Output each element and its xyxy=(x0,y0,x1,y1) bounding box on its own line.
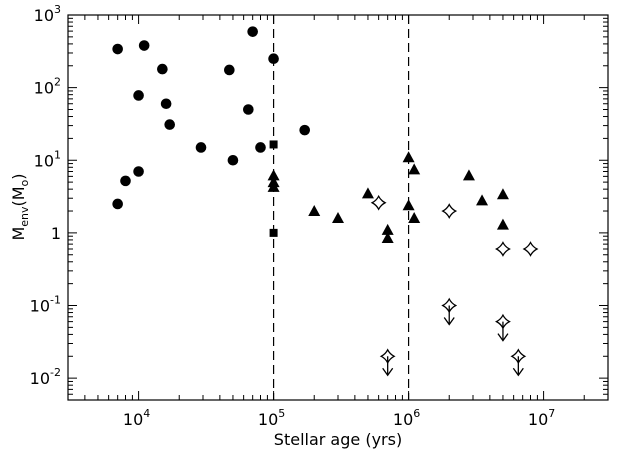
data-point-triangle xyxy=(267,169,280,181)
data-point-circle xyxy=(160,98,172,110)
data-point-circle xyxy=(255,142,266,153)
data-point-triangle xyxy=(402,151,415,163)
data-point-circle xyxy=(112,198,123,210)
upper-limit-arrow-head xyxy=(497,333,509,342)
y-tick-label: 103 xyxy=(34,3,61,25)
data-point-upper-limit xyxy=(379,348,396,377)
data-point-circle xyxy=(164,119,175,130)
data-point-triangle xyxy=(462,169,475,181)
upper-limit-arrow-head xyxy=(443,317,455,326)
data-point-upper-limit xyxy=(495,313,511,342)
upper-limit-arrow-head xyxy=(382,367,394,377)
data-point-upper-limit xyxy=(510,348,527,377)
data-point-square xyxy=(269,228,278,237)
data-point-upper-limit xyxy=(441,297,458,326)
data-points xyxy=(112,26,539,377)
y-tick-label: 1 xyxy=(51,224,61,243)
data-point-triangle xyxy=(308,205,321,217)
data-point-star xyxy=(441,203,458,219)
y-axis-label-base: M xyxy=(9,227,28,241)
data-point-circle xyxy=(120,175,131,187)
y-axis-label-sub2: o xyxy=(18,179,31,186)
y-axis-label: Menv(Mo) xyxy=(9,173,31,240)
data-point-triangle xyxy=(332,212,344,224)
data-point-circle xyxy=(157,63,168,75)
data-point-circle xyxy=(299,124,310,136)
data-point-circle xyxy=(268,53,279,65)
data-point-star xyxy=(522,241,539,257)
data-point-circle xyxy=(247,26,258,37)
y-tick-label: 102 xyxy=(34,76,61,98)
y-tick-label: 101 xyxy=(34,148,61,170)
plot-frame xyxy=(67,14,609,401)
data-point-triangle xyxy=(408,212,421,224)
data-point-circle xyxy=(195,142,207,153)
data-point-star xyxy=(495,241,511,257)
data-point-circle xyxy=(133,166,144,177)
reference-lines xyxy=(272,15,410,400)
data-point-star xyxy=(370,194,387,211)
data-point-triangle xyxy=(381,232,394,244)
x-tick-label: 104 xyxy=(123,407,150,429)
y-tick-label: 10-2 xyxy=(30,366,61,388)
x-tick-label: 106 xyxy=(393,407,420,429)
data-point-triangle xyxy=(476,194,489,206)
y-axis-label-close: ) xyxy=(9,173,28,179)
y-axis-label-sub: env xyxy=(18,206,31,227)
data-point-triangle xyxy=(408,163,421,175)
x-tick-label: 107 xyxy=(528,407,555,429)
data-point-triangle xyxy=(496,188,509,200)
data-point-circle xyxy=(112,43,123,55)
data-point-triangle xyxy=(267,180,280,192)
x-tick-label: 105 xyxy=(258,407,285,429)
x-axis-label: Stellar age (yrs) xyxy=(274,430,402,449)
data-point-triangle xyxy=(402,199,415,211)
data-point-triangle xyxy=(361,187,374,199)
data-point-circle xyxy=(227,154,239,166)
y-tick-label: 10-1 xyxy=(30,294,61,316)
upper-limit-arrow-head xyxy=(512,367,524,377)
data-point-square xyxy=(269,140,278,149)
data-point-circle xyxy=(133,90,144,101)
data-point-triangle xyxy=(496,218,509,230)
data-point-circle xyxy=(138,40,150,51)
data-point-circle xyxy=(224,64,235,76)
tick-labels: 104 105 106 107 10-2 10-1 1 101 102 103 xyxy=(30,3,556,429)
y-axis-label-open: (M xyxy=(9,186,28,206)
data-point-triangle xyxy=(381,223,394,235)
axis-ticks xyxy=(67,15,609,401)
data-point-circle xyxy=(243,104,254,115)
